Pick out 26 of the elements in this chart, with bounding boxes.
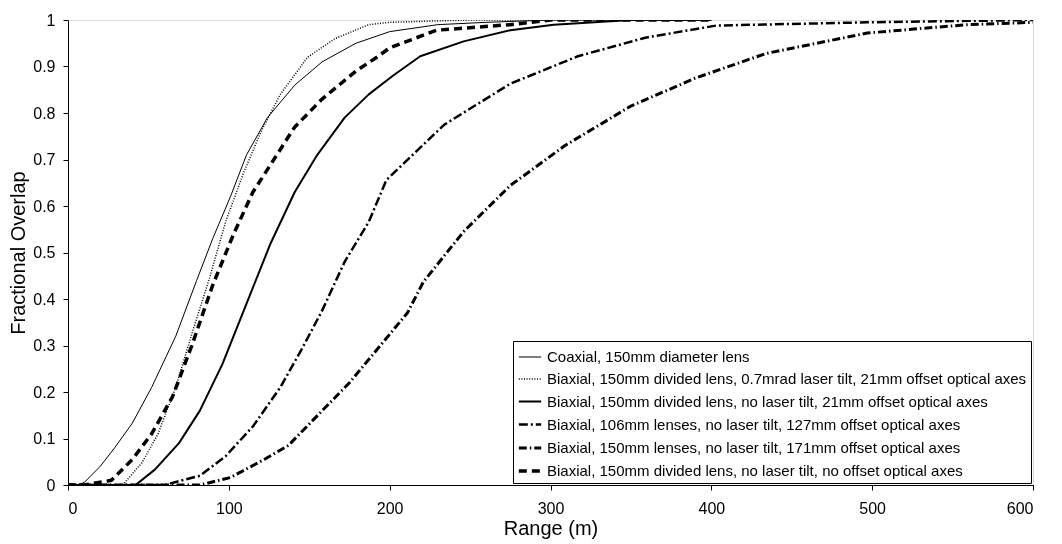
y-tick-label: 0 <box>46 476 56 494</box>
legend-label: Biaxial, 106mm lenses, no laser tilt, 127mm offset optical axes <box>547 415 961 433</box>
legend-label: Coaxial, 150mm diameter lens <box>547 348 750 365</box>
x-tick-label: 500 <box>859 499 887 517</box>
y-tick-label: 0.4 <box>33 290 56 308</box>
x-tick-label: 300 <box>537 499 565 517</box>
y-tick-label: 0.6 <box>33 197 56 215</box>
legend-label: Biaxial, 150mm lenses, no laser tilt, 171mm offset optical axes <box>547 439 961 456</box>
legend-label: Biaxial, 150mm divided lens, 0.7mrad laser tilt, 21mm offset optical axes <box>547 370 1027 387</box>
y-tick-label: 0.1 <box>33 430 56 447</box>
legend-label: Biaxial, 150mm divided lens, no laser tilt, 21mm offset optical axes <box>547 392 988 410</box>
y-tick-label: 0.9 <box>33 58 56 75</box>
x-tick-label: 200 <box>376 499 404 517</box>
y-axis-title: Fractional Overlap <box>7 171 30 335</box>
y-tick-label: 1 <box>46 11 56 29</box>
x-tick-label: 400 <box>698 499 726 517</box>
y-tick-label: 0.7 <box>33 151 56 168</box>
y-tick-label: 0.5 <box>33 244 56 261</box>
x-tick-label: 100 <box>215 499 243 517</box>
x-tick-label: 0 <box>68 499 78 517</box>
y-tick-label: 0.3 <box>33 337 56 354</box>
y-tick-label: 0.8 <box>33 104 56 122</box>
x-axis-title: Range (m) <box>503 516 599 539</box>
x-tick-label: 600 <box>1006 499 1034 517</box>
legend-label: Biaxial, 150mm divided lens, no laser tilt, no offset optical axes <box>547 462 963 479</box>
y-tick-label: 0.2 <box>33 383 56 401</box>
